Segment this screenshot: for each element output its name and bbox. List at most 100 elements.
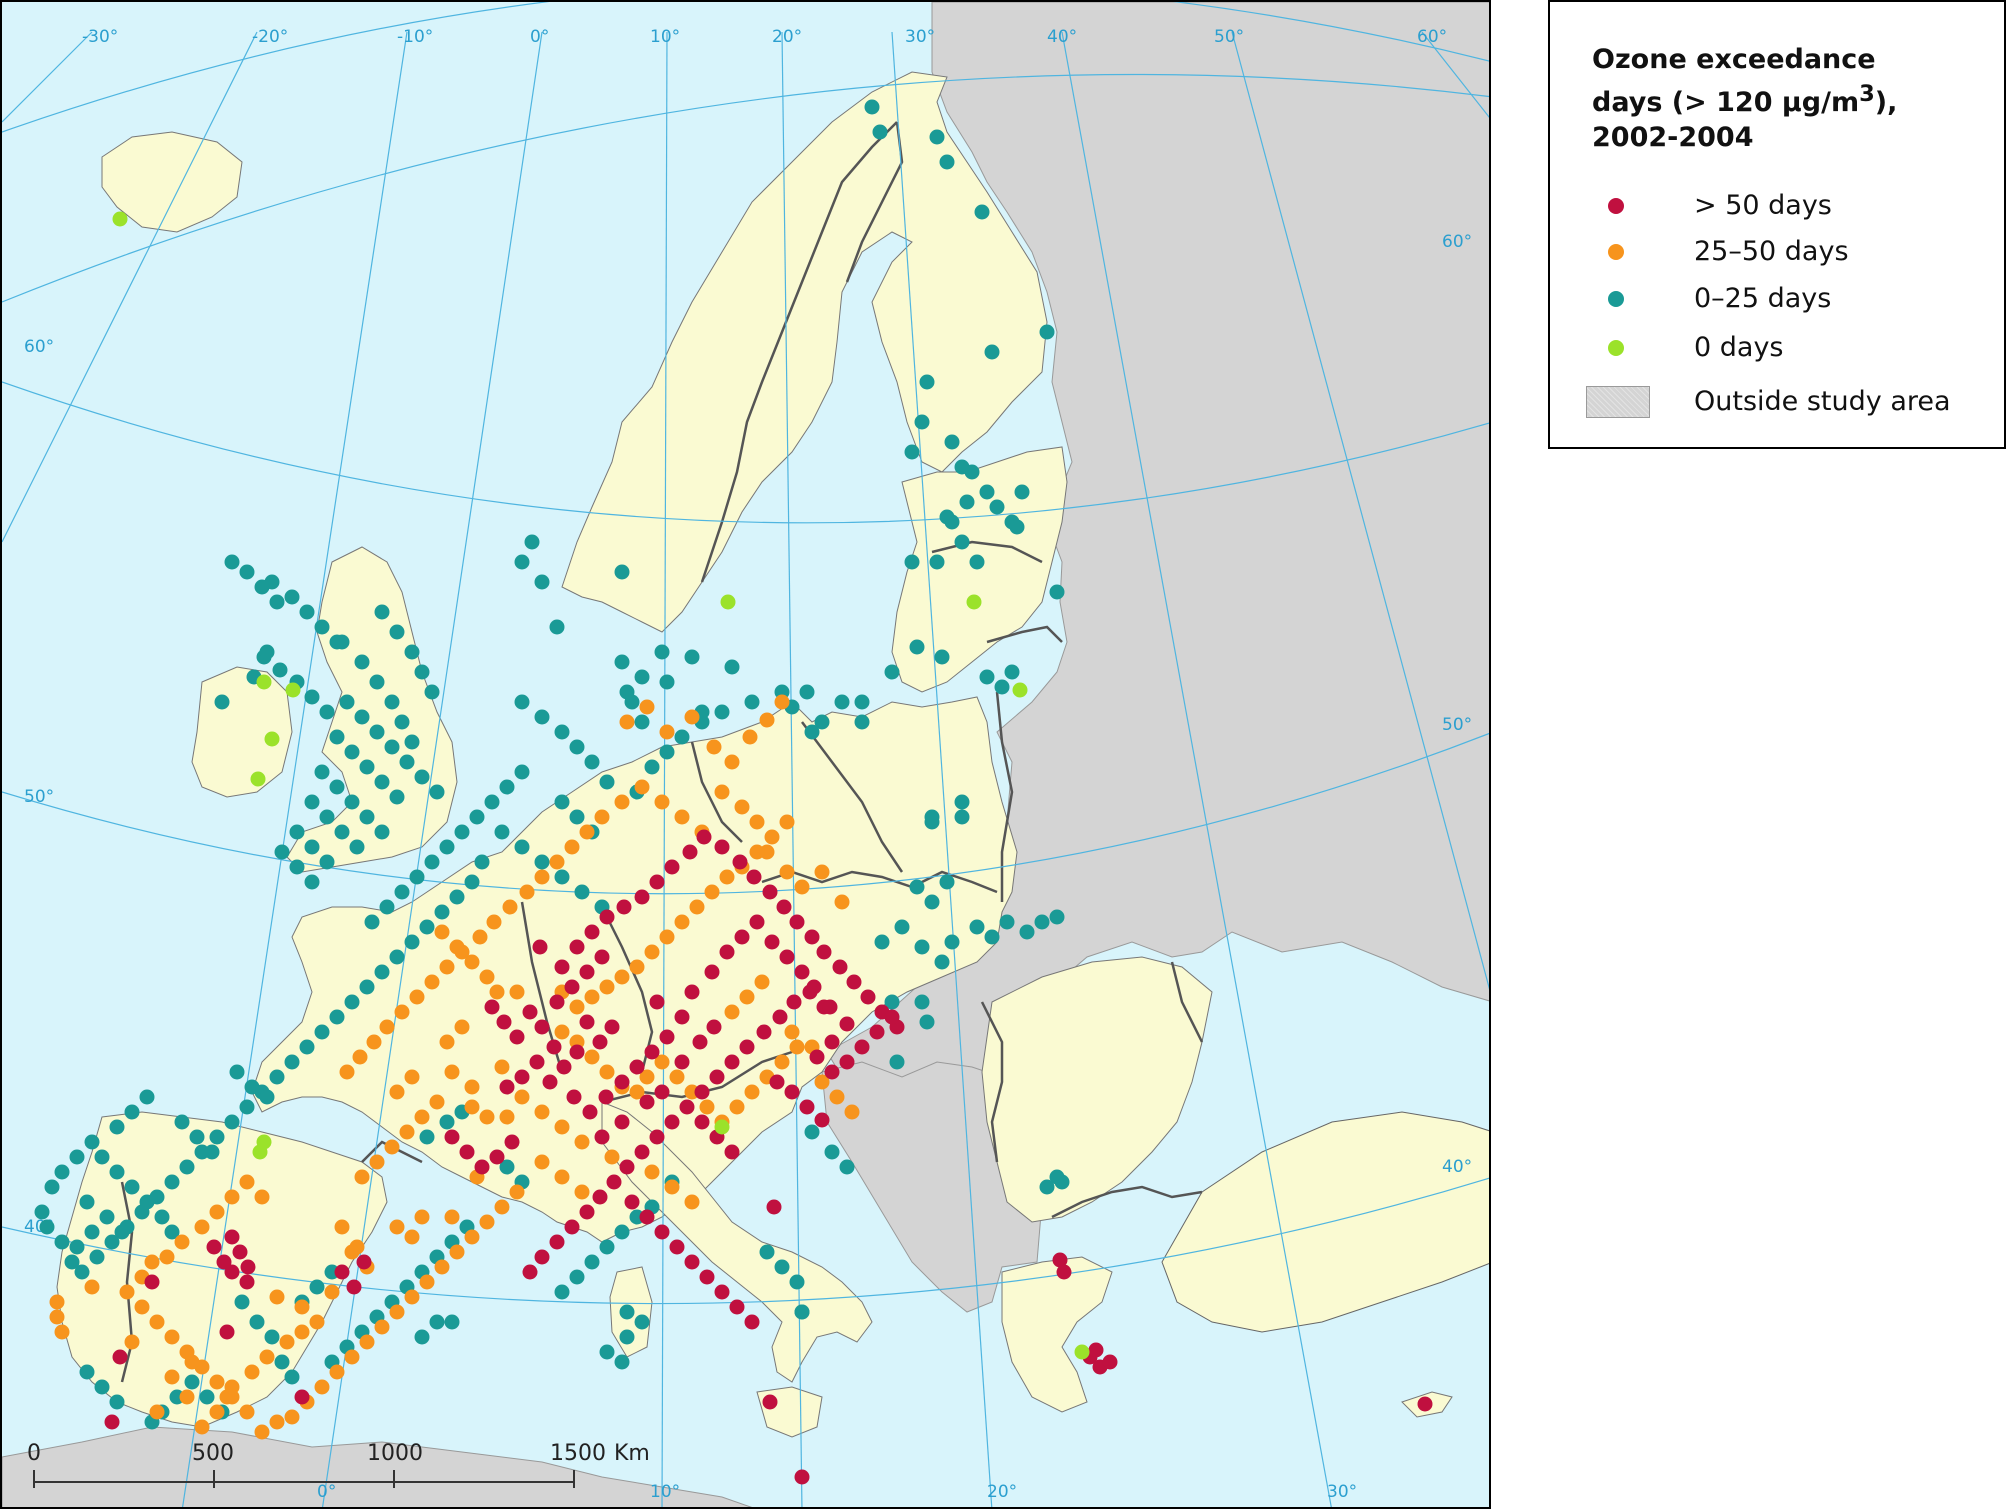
station-0-days bbox=[252, 1144, 268, 1160]
station-0-25-days bbox=[759, 1244, 775, 1260]
station-0-25-days bbox=[429, 1314, 445, 1330]
station-25-50-days bbox=[269, 1414, 285, 1430]
station-0-25-days bbox=[534, 574, 550, 590]
station-0-25-days bbox=[109, 1394, 125, 1410]
legend-title-line1: Ozone exceedance bbox=[1592, 44, 1876, 75]
land-scandinavia bbox=[561, 71, 1048, 633]
station-over-50-days bbox=[594, 949, 610, 965]
station-0-25-days bbox=[424, 684, 440, 700]
lon-label: 60° bbox=[1417, 27, 1447, 47]
station-0-25-days bbox=[364, 914, 380, 930]
station-over-50-days bbox=[549, 1234, 565, 1250]
station-25-50-days bbox=[439, 959, 455, 975]
station-0-25-days bbox=[789, 1274, 805, 1290]
station-over-50-days bbox=[604, 1019, 620, 1035]
station-25-50-days bbox=[284, 1409, 300, 1425]
station-25-50-days bbox=[49, 1309, 65, 1325]
station-0-25-days bbox=[894, 919, 910, 935]
station-over-50-days bbox=[739, 1039, 755, 1055]
station-0-25-days bbox=[929, 554, 945, 570]
legend-title-line3: 2002-2004 bbox=[1592, 122, 1754, 153]
station-0-25-days bbox=[439, 1114, 455, 1130]
station-0-25-days bbox=[289, 824, 305, 840]
station-over-50-days bbox=[779, 949, 795, 965]
station-0-25-days bbox=[329, 1009, 345, 1025]
station-25-50-days bbox=[454, 1019, 470, 1035]
station-0-25-days bbox=[1034, 914, 1050, 930]
station-25-50-days bbox=[449, 1244, 465, 1260]
station-over-50-days bbox=[784, 1084, 800, 1100]
station-0-25-days bbox=[229, 1064, 245, 1080]
station-over-50-days bbox=[789, 914, 805, 930]
station-25-50-days bbox=[394, 1004, 410, 1020]
station-over-50-days bbox=[474, 1159, 490, 1175]
station-over-50-days bbox=[546, 1039, 562, 1055]
station-25-50-days bbox=[409, 989, 425, 1005]
station-25-50-days bbox=[584, 989, 600, 1005]
station-over-50-days bbox=[579, 1014, 595, 1030]
station-over-50-days bbox=[489, 1149, 505, 1165]
station-0-25-days bbox=[944, 434, 960, 450]
station-0-25-days bbox=[379, 899, 395, 915]
station-over-50-days bbox=[556, 1059, 572, 1075]
station-25-50-days bbox=[779, 814, 795, 830]
scale-bar: 0 500 1000 1500 Km bbox=[27, 1441, 650, 1488]
station-0-25-days bbox=[469, 809, 485, 825]
station-0-25-days bbox=[744, 694, 760, 710]
station-25-50-days bbox=[684, 1194, 700, 1210]
station-0-25-days bbox=[484, 794, 500, 810]
station-0-25-days bbox=[854, 714, 870, 730]
station-0-25-days bbox=[939, 509, 955, 525]
station-over-50-days bbox=[714, 1284, 730, 1300]
station-25-50-days bbox=[739, 989, 755, 1005]
station-0-25-days bbox=[259, 1089, 275, 1105]
station-over-50-days bbox=[554, 959, 570, 975]
lon-label: 30° bbox=[905, 27, 935, 47]
station-25-50-days bbox=[619, 714, 635, 730]
station-over-50-days bbox=[599, 909, 615, 925]
station-0-25-days bbox=[1049, 1169, 1065, 1185]
station-25-50-days bbox=[704, 884, 720, 900]
station-25-50-days bbox=[794, 879, 810, 895]
station-over-50-days bbox=[756, 1024, 772, 1040]
station-0-25-days bbox=[774, 1259, 790, 1275]
station-over-50-days bbox=[644, 1044, 660, 1060]
station-over-50-days bbox=[104, 1414, 120, 1430]
station-0-25-days bbox=[614, 1224, 630, 1240]
station-over-50-days bbox=[346, 1279, 362, 1295]
station-0-25-days bbox=[239, 1099, 255, 1115]
station-0-25-days bbox=[584, 754, 600, 770]
station-over-50-days bbox=[224, 1264, 240, 1280]
station-0-25-days bbox=[534, 854, 550, 870]
station-25-50-days bbox=[449, 939, 465, 955]
station-over-50-days bbox=[839, 1054, 855, 1070]
station-over-50-days bbox=[724, 1144, 740, 1160]
station-over-50-days bbox=[239, 1274, 255, 1290]
station-25-50-days bbox=[149, 1404, 165, 1420]
station-25-50-days bbox=[659, 929, 675, 945]
station-25-50-days bbox=[669, 1069, 685, 1085]
station-25-50-days bbox=[644, 1164, 660, 1180]
station-0-days bbox=[714, 1119, 730, 1135]
station-25-50-days bbox=[279, 1334, 295, 1350]
station-0-25-days bbox=[614, 1354, 630, 1370]
station-25-50-days bbox=[509, 984, 525, 1000]
station-0-25-days bbox=[154, 1209, 170, 1225]
station-25-50-days bbox=[339, 1064, 355, 1080]
station-0-25-days bbox=[304, 874, 320, 890]
station-0-25-days bbox=[979, 669, 995, 685]
station-0-25-days bbox=[454, 824, 470, 840]
station-0-25-days bbox=[329, 729, 345, 745]
station-25-50-days bbox=[324, 1284, 340, 1300]
station-0-25-days bbox=[344, 744, 360, 760]
station-0-25-days bbox=[34, 1204, 50, 1220]
station-0-25-days bbox=[954, 794, 970, 810]
station-0-days bbox=[285, 682, 301, 698]
station-over-50-days bbox=[762, 884, 778, 900]
lat-label: 60° bbox=[24, 337, 54, 357]
country-borders bbox=[120, 121, 1204, 1383]
station-25-50-days bbox=[706, 739, 722, 755]
station-25-50-days bbox=[604, 1149, 620, 1165]
station-25-50-days bbox=[239, 1404, 255, 1420]
station-25-50-days bbox=[429, 1094, 445, 1110]
